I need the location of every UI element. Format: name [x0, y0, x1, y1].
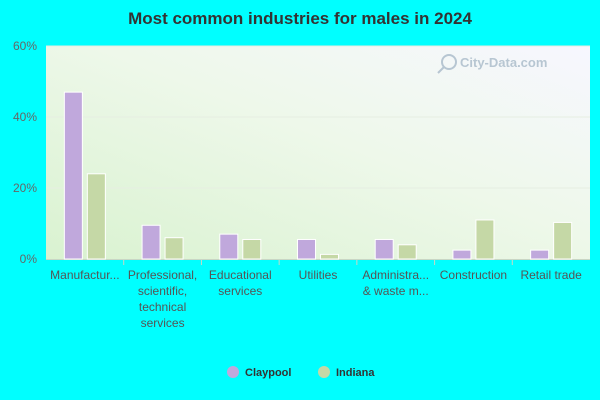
plot-area: [46, 46, 590, 259]
legend: Claypool Indiana: [227, 366, 375, 379]
bar-indiana-2[interactable]: [242, 238, 262, 260]
bar-indiana-1[interactable]: [164, 237, 184, 260]
bar-claypool-6[interactable]: [530, 249, 550, 260]
bar-indiana-4[interactable]: [397, 244, 417, 260]
x-category-label: Construction: [440, 268, 507, 282]
watermark-text: City-Data.com: [460, 55, 547, 70]
x-category-label: Administra... & waste m...: [362, 268, 429, 298]
bar-indiana-5[interactable]: [475, 219, 495, 260]
y-tick-label: 0%: [20, 252, 38, 266]
legend-label-indiana: Indiana: [336, 367, 375, 379]
bar-indiana-3[interactable]: [320, 253, 339, 260]
bar-claypool-5[interactable]: [452, 249, 472, 260]
bar-indiana-6[interactable]: [553, 221, 573, 260]
magnifier-handle: [437, 66, 445, 74]
bar-claypool-4[interactable]: [374, 238, 394, 260]
x-category-label: Educational services: [209, 268, 272, 298]
bar-claypool-1[interactable]: [141, 224, 161, 260]
x-category-label: Retail trade: [520, 268, 582, 282]
bar-claypool-3[interactable]: [297, 238, 316, 260]
chart-title: Most common industries for males in 2024: [128, 9, 472, 28]
x-category-label: Manufactur...: [50, 268, 119, 282]
legend-label-claypool: Claypool: [245, 367, 291, 379]
legend-swatch-claypool: [227, 366, 239, 378]
x-category-label: Professional, scientific, technical service…: [128, 268, 197, 330]
y-tick-label: 20%: [13, 181, 37, 195]
watermark: City-Data.com: [437, 54, 547, 74]
bar-claypool-0[interactable]: [63, 91, 83, 260]
legend-swatch-indiana: [318, 366, 330, 378]
y-tick-label: 60%: [13, 39, 37, 53]
bar-claypool-2[interactable]: [219, 233, 239, 260]
bar-indiana-0[interactable]: [86, 173, 106, 260]
y-tick-label: 40%: [13, 110, 37, 124]
magnifier-icon: [441, 54, 457, 70]
x-category-label: Utilities: [299, 268, 338, 282]
